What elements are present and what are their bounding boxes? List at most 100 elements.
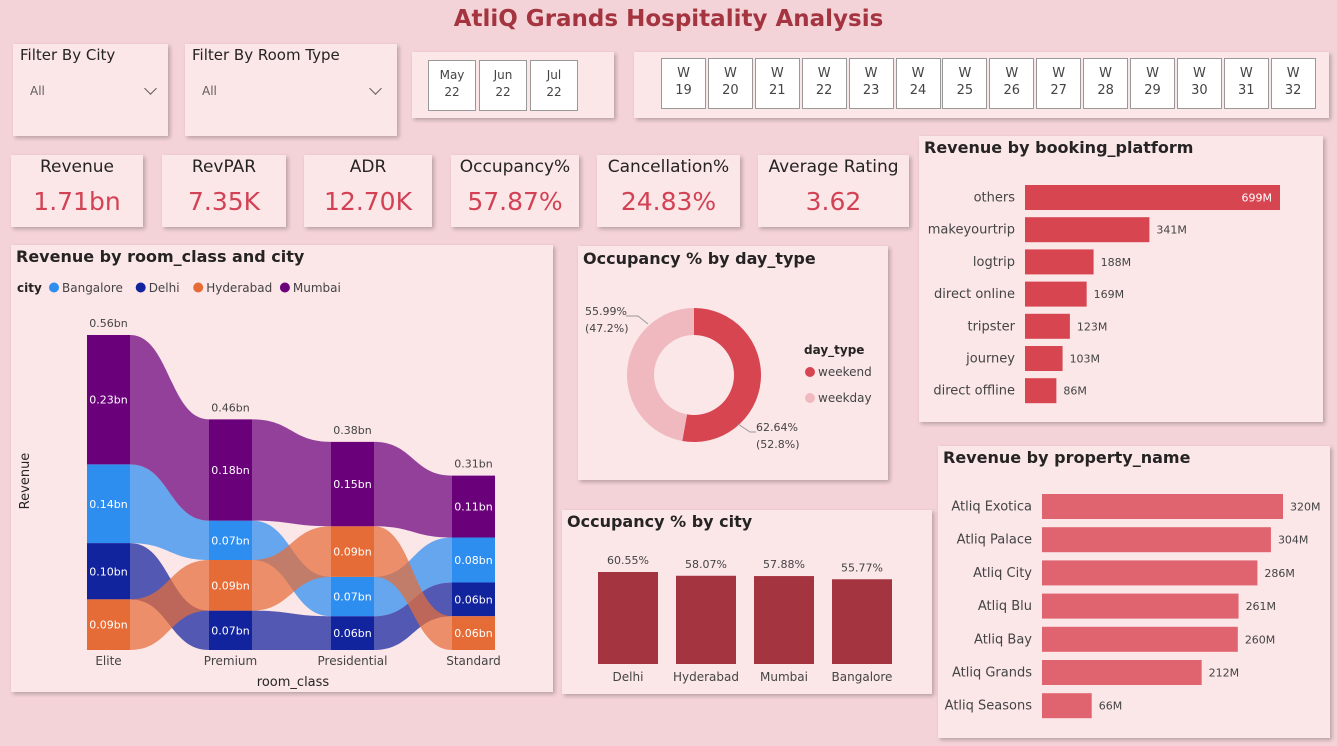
- ribbon-hyderabad[interactable]: [252, 526, 331, 611]
- column-bar[interactable]: [832, 579, 892, 664]
- segment-mumbai[interactable]: [452, 475, 495, 538]
- category-label: direct online: [934, 287, 1015, 302]
- property-chart[interactable]: Revenue by property_name Atliq Exotica 32…: [938, 446, 1330, 738]
- ribbon-mumbai[interactable]: [252, 419, 331, 527]
- segment-hyderabad[interactable]: [452, 616, 495, 650]
- ribbon-delhi[interactable]: [374, 582, 452, 651]
- column-bar[interactable]: [754, 576, 814, 664]
- legend-marker: [193, 282, 204, 293]
- room-class-city-chart[interactable]: Revenue by room_class and city city Banga…: [11, 245, 553, 692]
- x-tick-label: Standard: [446, 654, 501, 668]
- bar[interactable]: [1042, 660, 1202, 685]
- slice-weekday[interactable]: [627, 308, 694, 441]
- ribbon-delhi[interactable]: [252, 610, 331, 650]
- legend-item[interactable]: Mumbai: [293, 281, 341, 295]
- week-tile[interactable]: W 26: [989, 58, 1035, 109]
- occupancy-city-chart[interactable]: Occupancy % by city 60.55% Delhi 58.07% Hyd…: [562, 510, 932, 694]
- week-tile-prefix: W: [911, 66, 925, 81]
- legend-marker: [135, 282, 146, 293]
- legend-item[interactable]: weekend: [818, 365, 872, 379]
- city-filter-value[interactable]: All: [30, 84, 45, 98]
- segment-bangalore[interactable]: [87, 464, 130, 544]
- week-tile[interactable]: W 29: [1130, 58, 1175, 109]
- bar[interactable]: [1025, 281, 1087, 307]
- segment-bangalore[interactable]: [452, 537, 495, 583]
- bar[interactable]: [1025, 313, 1070, 339]
- segment-delhi[interactable]: [331, 616, 374, 650]
- city-filter[interactable]: Filter By City All: [13, 44, 168, 136]
- page-title: AtliQ Grands Hospitality Analysis: [453, 6, 884, 32]
- ribbon-hyderabad[interactable]: [130, 560, 209, 650]
- segment-mumbai[interactable]: [331, 441, 374, 527]
- segment-hyderabad[interactable]: [209, 560, 252, 611]
- week-tile[interactable]: W 28: [1083, 58, 1129, 109]
- month-tile[interactable]: Jun 22: [479, 60, 527, 111]
- day-type-chart[interactable]: Occupancy % by day_type 62.64% (52.8%) 55.…: [578, 246, 888, 480]
- segment-hyderabad[interactable]: [331, 526, 374, 577]
- bar-chart-svg: Atliq Exotica 320M Atliq Palace 304M Atliq C…: [945, 494, 1321, 719]
- ribbon-bangalore[interactable]: [130, 464, 209, 560]
- ribbon-chart-svg: city Bangalore Delhi Hyderabad Mumbai 0.14bn 0…: [17, 281, 501, 690]
- bar[interactable]: [1025, 378, 1057, 404]
- week-tile-prefix: W: [1005, 66, 1019, 81]
- segment-mumbai[interactable]: [87, 335, 130, 465]
- week-tile-number: 24: [909, 83, 927, 98]
- bar[interactable]: [1025, 346, 1063, 371]
- week-tile[interactable]: W 19: [661, 58, 706, 109]
- legend-item[interactable]: Hyderabad: [206, 281, 272, 295]
- kpi-value: 3.62: [805, 187, 862, 216]
- legend-item[interactable]: Delhi: [149, 281, 180, 295]
- week-slicer: W 19 W 20 W 21 W 22 W 23 W 24 W 25 W 26 W 27 W 28 W 29 W 30 W 31 W…: [634, 52, 1329, 118]
- chevron-down-icon[interactable]: [144, 82, 157, 95]
- category-label: Atliq Blu: [978, 599, 1032, 614]
- segment-bangalore[interactable]: [209, 520, 252, 560]
- bar[interactable]: [1025, 249, 1094, 275]
- bar[interactable]: [1042, 560, 1258, 586]
- segment-mumbai[interactable]: [209, 419, 252, 521]
- bar[interactable]: [1042, 527, 1271, 553]
- segment-delhi[interactable]: [209, 610, 252, 650]
- week-tile[interactable]: W 30: [1176, 58, 1222, 109]
- week-tile[interactable]: W 23: [848, 58, 894, 109]
- segment-delhi[interactable]: [452, 582, 495, 617]
- week-tile-number: 23: [862, 83, 880, 98]
- bar[interactable]: [1042, 593, 1239, 619]
- bar[interactable]: [1042, 626, 1238, 652]
- month-tile[interactable]: May 22: [428, 60, 476, 111]
- column-bar[interactable]: [598, 572, 658, 664]
- room-type-filter-value[interactable]: All: [202, 84, 217, 98]
- week-tile[interactable]: W 27: [1036, 58, 1082, 109]
- segment-hyderabad[interactable]: [87, 599, 130, 650]
- month-tile[interactable]: Jul 22: [530, 60, 578, 111]
- slice-weekend[interactable]: [682, 308, 762, 442]
- room-type-filter[interactable]: Filter By Room Type All: [185, 44, 397, 136]
- chevron-down-icon[interactable]: [369, 82, 382, 95]
- column-bar[interactable]: [676, 575, 736, 664]
- segment-label: 0.09bn: [89, 619, 127, 632]
- week-tile[interactable]: W 22: [801, 58, 847, 109]
- x-tick-label: Delhi: [613, 670, 644, 684]
- week-tile[interactable]: W 24: [895, 58, 941, 109]
- bar[interactable]: [1025, 217, 1150, 243]
- booking-platform-chart[interactable]: Revenue by booking_platform others 699M ma…: [919, 136, 1323, 422]
- bar[interactable]: [1025, 185, 1280, 210]
- week-tile[interactable]: W 21: [754, 58, 800, 109]
- week-tile[interactable]: W 20: [707, 58, 753, 109]
- bar[interactable]: [1042, 693, 1092, 719]
- segment-delhi[interactable]: [87, 543, 130, 600]
- segment-bangalore[interactable]: [331, 576, 374, 617]
- slice-share-label: (52.8%): [756, 438, 800, 451]
- ribbon-mumbai[interactable]: [130, 335, 209, 521]
- bar[interactable]: [1042, 494, 1283, 519]
- legend-item[interactable]: Bangalore: [62, 281, 123, 295]
- month-slicer: May 22 Jun 22 Jul 22: [412, 52, 614, 118]
- segment-label: 0.15bn: [333, 478, 371, 491]
- legend-item[interactable]: weekday: [818, 391, 872, 405]
- week-tile[interactable]: W 25: [942, 58, 988, 109]
- ribbon-hyderabad[interactable]: [374, 526, 452, 650]
- total-label: 0.38bn: [333, 424, 371, 437]
- week-tile[interactable]: W 32: [1270, 58, 1316, 109]
- slice-value-label: 55.99%: [585, 305, 627, 318]
- ribbon-mumbai[interactable]: [374, 441, 452, 538]
- week-tile[interactable]: W 31: [1223, 58, 1269, 109]
